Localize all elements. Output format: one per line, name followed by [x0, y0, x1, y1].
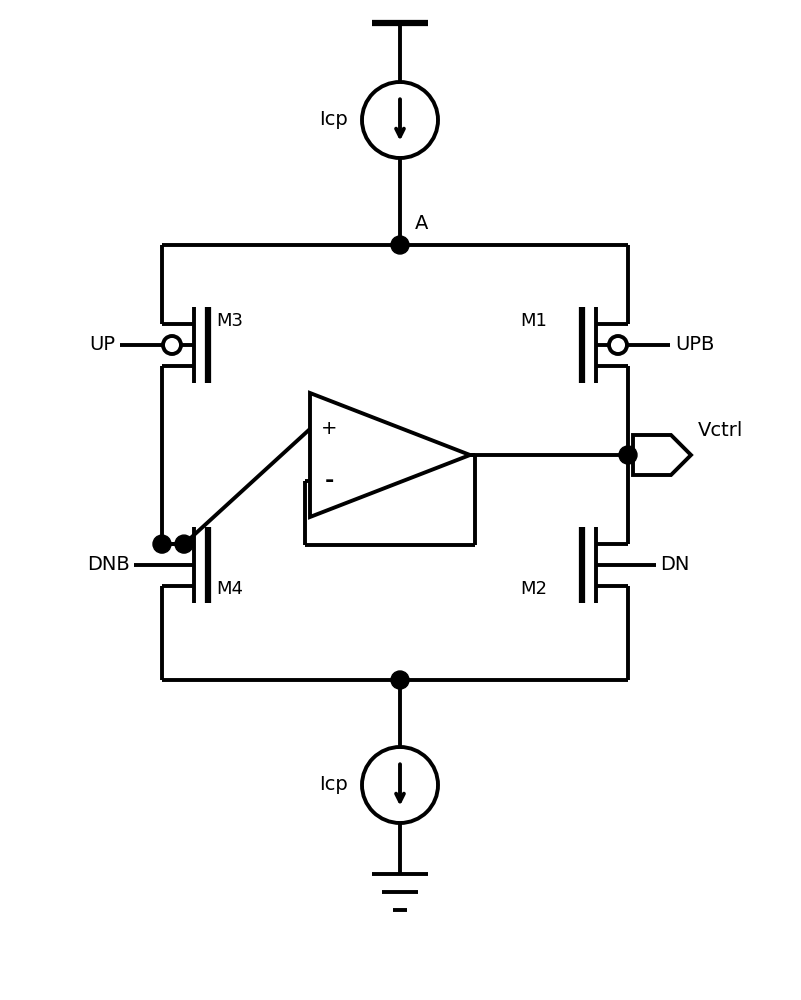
Text: M3: M3	[216, 312, 243, 330]
Text: UP: UP	[89, 336, 115, 355]
Circle shape	[153, 535, 171, 553]
Circle shape	[175, 535, 193, 553]
Text: Icp: Icp	[320, 776, 348, 794]
Text: A: A	[415, 214, 429, 233]
Text: DN: DN	[660, 556, 690, 574]
Text: Icp: Icp	[320, 110, 348, 129]
Text: UPB: UPB	[675, 336, 714, 355]
Text: M4: M4	[216, 580, 243, 598]
Circle shape	[391, 671, 409, 689]
Circle shape	[619, 446, 637, 464]
Text: -: -	[324, 471, 334, 491]
Text: M2: M2	[520, 580, 547, 598]
Circle shape	[391, 236, 409, 254]
Text: M1: M1	[520, 312, 547, 330]
Text: Vctrl: Vctrl	[698, 422, 743, 440]
Text: DNB: DNB	[87, 556, 130, 574]
Text: +: +	[320, 419, 337, 438]
